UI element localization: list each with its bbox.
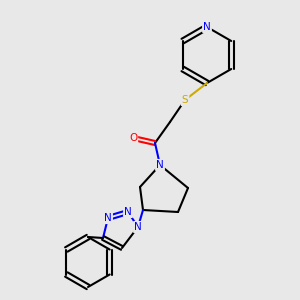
Text: O: O [129, 133, 137, 143]
Text: N: N [134, 222, 142, 232]
Text: S: S [182, 95, 188, 105]
Text: N: N [203, 22, 211, 32]
Text: N: N [104, 213, 112, 223]
Text: N: N [156, 160, 164, 170]
Text: N: N [124, 207, 132, 217]
